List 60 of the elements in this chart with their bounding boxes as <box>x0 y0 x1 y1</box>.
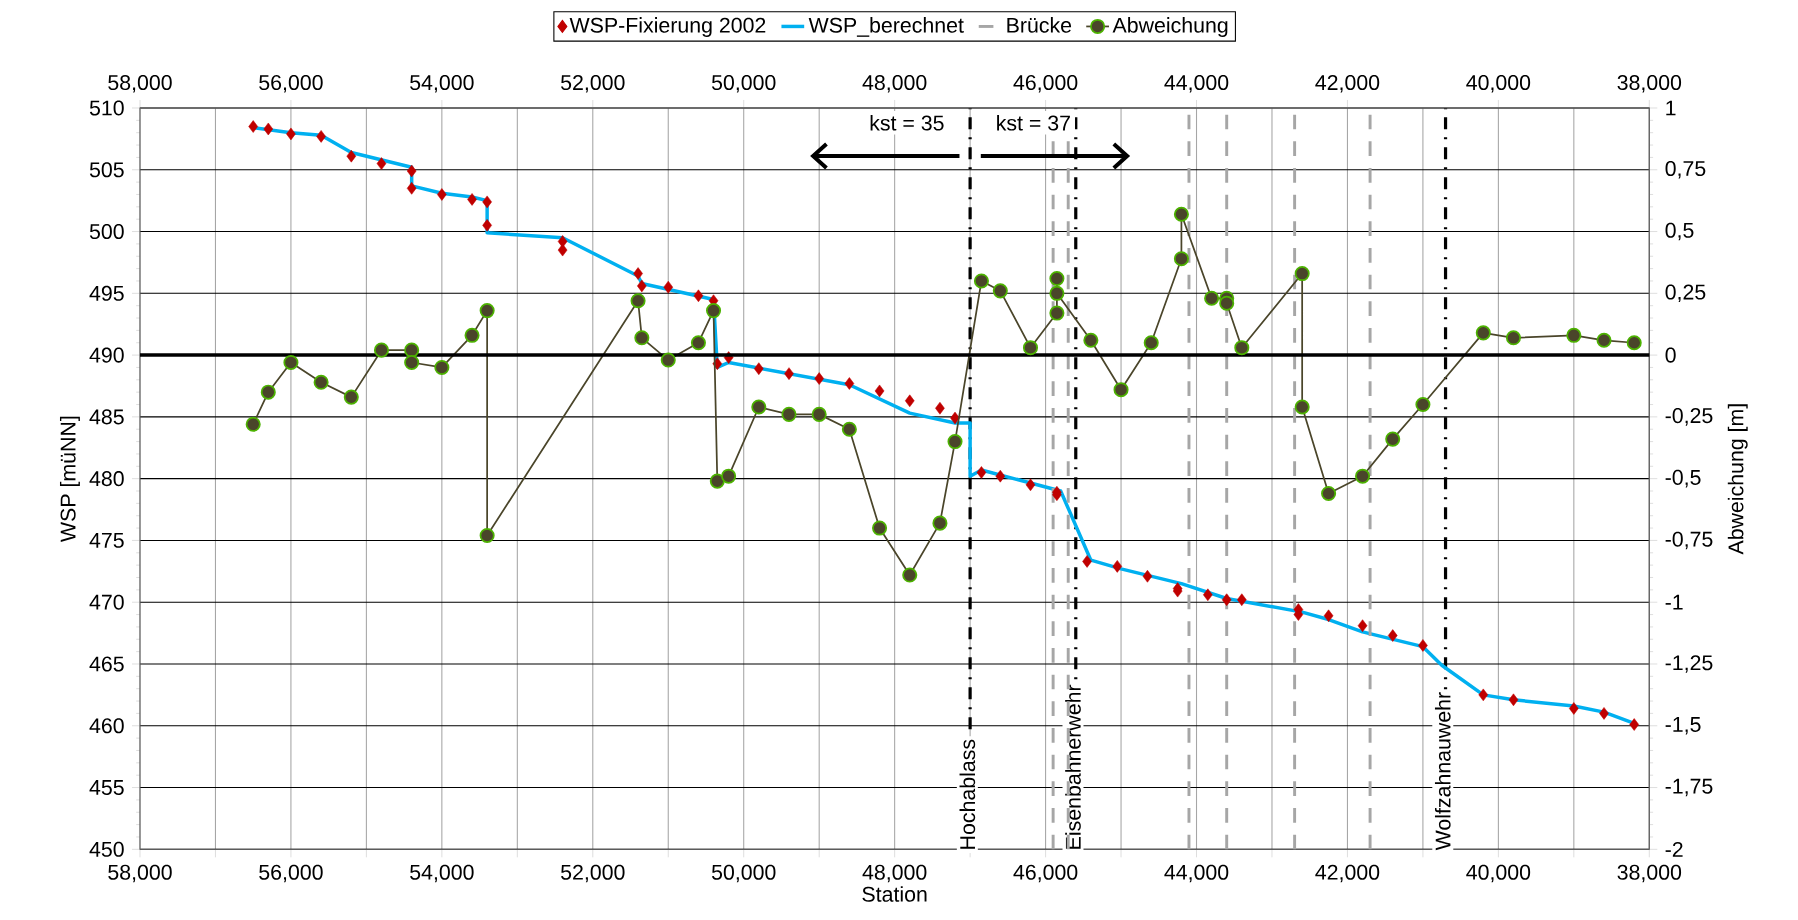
y-tick-label: 500 <box>89 224 124 240</box>
x2-tick-label: 46,000 <box>1013 74 1078 93</box>
x-axis-title: Station <box>862 886 927 902</box>
y2-tick-label: 0,25 <box>1665 284 1706 303</box>
y-tick-label: 455 <box>89 780 124 795</box>
y2-tick-label: -0,75 <box>1665 531 1713 550</box>
y-tick-label: 495 <box>89 285 124 301</box>
legend-label: WSP_berechnet <box>808 17 964 37</box>
annotation: kst = 35 <box>870 114 944 131</box>
y-tick-label: 490 <box>89 347 124 363</box>
x-tick-label: 38,000 <box>1617 864 1682 883</box>
y2-tick-label: -1 <box>1665 594 1683 610</box>
y2-tick-label: -0,5 <box>1665 469 1701 488</box>
x2-tick-label: 58,000 <box>108 74 172 93</box>
x-tick-label: 46,000 <box>1013 864 1078 883</box>
y2-tick-label: -1,25 <box>1665 655 1713 673</box>
x2-tick-label: 50,000 <box>711 74 776 93</box>
y-tick-label: 450 <box>89 841 124 857</box>
y-tick-label: 485 <box>89 409 124 425</box>
y-tick-label: 480 <box>89 471 124 487</box>
ref-line-label: Hochablass <box>959 739 976 849</box>
y2-tick-label: 0,75 <box>1665 160 1706 179</box>
y2-tick-label: 0 <box>1665 347 1676 363</box>
x2-tick-label: 54,000 <box>410 74 474 93</box>
y2-tick-label: -0,25 <box>1665 408 1713 426</box>
x-tick-label: 52,000 <box>561 864 625 883</box>
y-tick-label: 460 <box>89 718 124 734</box>
x-tick-label: 42,000 <box>1315 864 1380 883</box>
x-tick-label: 48,000 <box>862 864 927 883</box>
y-tick-label: 505 <box>89 162 124 178</box>
ref-line-label: Wolfzahnauwehr <box>1434 692 1451 851</box>
x-tick-label: 58,000 <box>108 864 172 883</box>
y-tick-label: 510 <box>89 100 124 116</box>
legend-label: Abweichung <box>1112 17 1228 37</box>
y-tick-label: 465 <box>89 656 124 672</box>
annotation: kst = 37 <box>997 114 1070 131</box>
y-axis-title: WSP [müNN] <box>59 416 80 542</box>
x2-tick-label: 38,000 <box>1617 74 1682 93</box>
x-tick-label: 56,000 <box>259 864 323 883</box>
x2-tick-label: 52,000 <box>561 74 625 93</box>
y-tick-label: 475 <box>89 532 124 548</box>
x-tick-label: 44,000 <box>1164 864 1229 883</box>
x2-tick-label: 40,000 <box>1466 74 1531 93</box>
y2-tick-label: -2 <box>1665 841 1683 857</box>
x2-tick-label: 48,000 <box>862 74 927 93</box>
ref-line-label: Eisenbahnerwehr <box>1065 684 1081 849</box>
x-tick-label: 40,000 <box>1466 864 1531 883</box>
x2-tick-label: 56,000 <box>259 74 323 93</box>
x2-tick-label: 42,000 <box>1315 74 1380 93</box>
y2-tick-label: -1,5 <box>1665 717 1701 735</box>
y-tick-label: 470 <box>89 594 124 610</box>
legend-label: Brücke <box>1007 17 1072 33</box>
y2-tick-label: 0,5 <box>1665 222 1694 241</box>
x-tick-label: 54,000 <box>410 864 474 883</box>
x-tick-label: 50,000 <box>711 864 776 883</box>
y2-tick-label: -1,75 <box>1665 778 1713 797</box>
x2-tick-label: 44,000 <box>1164 74 1229 93</box>
y2-axis-title: Abweichung [m] <box>1727 404 1748 555</box>
y2-tick-label: 1 <box>1666 100 1676 116</box>
legend-label: WSP-Fixierung 2002 <box>569 17 766 37</box>
